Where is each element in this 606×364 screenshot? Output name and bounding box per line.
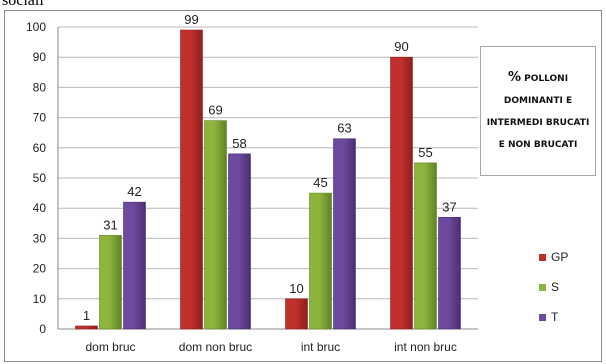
- x-axis-ticks: dom bruc dom non bruc int bruc int non bruc: [85, 340, 456, 354]
- y-tick-label: 90: [33, 50, 47, 64]
- legend-swatch-s-icon: [539, 283, 546, 291]
- data-label: 99: [184, 12, 198, 27]
- data-labels: 1 31 42 99 69 58 10 45 63 90 55 37: [83, 12, 457, 323]
- y-tick-label: 80: [33, 80, 47, 94]
- chart-title-text: POLLONI DOMINANTI E INTERMEDI BRUCATI E …: [486, 73, 590, 150]
- y-tick-label: 20: [33, 262, 47, 276]
- legend-label-s: S: [551, 280, 560, 294]
- legend-item-s: S: [539, 280, 559, 294]
- y-tick-label: 30: [33, 231, 47, 245]
- bar-gp: [390, 56, 413, 330]
- bar-s: [99, 235, 122, 330]
- y-tick-label: 50: [33, 171, 47, 185]
- bar-gp: [285, 298, 308, 330]
- y-tick-label: 40: [33, 201, 47, 215]
- page-top-text: sociali: [2, 0, 44, 9]
- bar-t: [438, 216, 461, 330]
- bar-t: [123, 201, 146, 330]
- bar-s: [414, 162, 437, 330]
- bar-gp: [75, 325, 98, 330]
- legend-swatch-gp-icon: [539, 253, 546, 261]
- chart-title-percent: %: [507, 69, 521, 85]
- data-label: 63: [337, 121, 351, 136]
- bar-t: [333, 138, 356, 330]
- data-label: 90: [394, 39, 408, 54]
- y-tick-label: 0: [39, 322, 46, 336]
- bar-s: [309, 192, 332, 330]
- bar-s: [204, 120, 227, 330]
- data-label: 1: [83, 308, 90, 323]
- chart-title-box: % POLLONI DOMINANTI E INTERMEDI BRUCATI …: [480, 46, 596, 176]
- bar-gp: [180, 29, 203, 330]
- x-tick-label: int non bruc: [394, 340, 457, 354]
- data-label: 37: [442, 199, 456, 214]
- x-tick-label: int bruc: [301, 340, 340, 354]
- legend-item-t: T: [539, 310, 558, 324]
- data-label: 45: [313, 175, 327, 190]
- bars: [75, 29, 461, 330]
- bar-t: [228, 153, 251, 330]
- data-label: 42: [127, 184, 141, 199]
- legend-swatch-t-icon: [539, 313, 546, 321]
- data-label: 10: [289, 281, 303, 296]
- legend-label-gp: GP: [551, 250, 569, 264]
- chart-title: % POLLONI DOMINANTI E INTERMEDI BRUCATI …: [484, 67, 592, 156]
- y-axis-ticks: 0 10 20 30 40 50 60 70 80 90 100: [26, 20, 46, 336]
- legend-item-gp: GP: [539, 250, 568, 264]
- y-tick-label: 100: [26, 20, 46, 34]
- data-label: 31: [103, 217, 117, 232]
- data-label: 55: [418, 145, 432, 160]
- legend-label-t: T: [551, 310, 559, 324]
- x-tick-label: dom bruc: [85, 340, 135, 354]
- data-label: 58: [232, 136, 246, 151]
- y-tick-label: 10: [33, 292, 47, 306]
- y-tick-label: 60: [33, 141, 47, 155]
- x-tick-label: dom non bruc: [179, 340, 252, 354]
- y-tick-label: 70: [33, 111, 47, 125]
- data-label: 69: [208, 103, 222, 118]
